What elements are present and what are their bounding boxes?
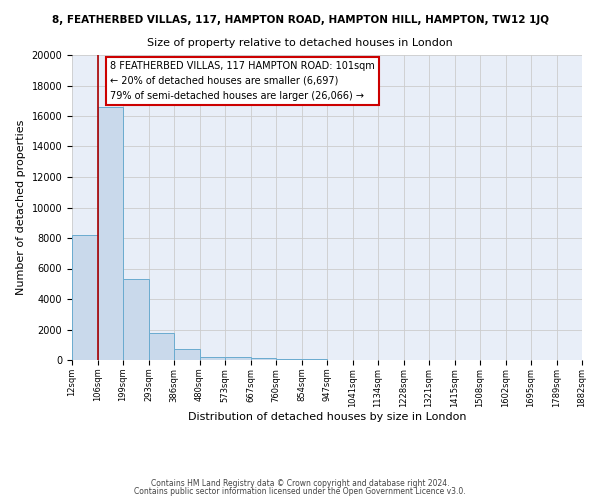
- Text: 8, FEATHERBED VILLAS, 117, HAMPTON ROAD, HAMPTON HILL, HAMPTON, TW12 1JQ: 8, FEATHERBED VILLAS, 117, HAMPTON ROAD,…: [52, 15, 548, 25]
- Bar: [72, 235, 97, 360]
- Bar: [276, 358, 302, 360]
- Bar: [225, 358, 251, 360]
- X-axis label: Distribution of detached houses by size in London: Distribution of detached houses by size …: [188, 412, 466, 422]
- Bar: [174, 348, 199, 360]
- Bar: [123, 279, 149, 360]
- Text: Size of property relative to detached houses in London: Size of property relative to detached ho…: [147, 38, 453, 48]
- Bar: [251, 358, 276, 360]
- Text: Contains public sector information licensed under the Open Government Licence v3: Contains public sector information licen…: [134, 487, 466, 496]
- Bar: [302, 359, 327, 360]
- Bar: [149, 334, 174, 360]
- Text: Contains HM Land Registry data © Crown copyright and database right 2024.: Contains HM Land Registry data © Crown c…: [151, 478, 449, 488]
- Bar: [97, 107, 123, 360]
- Y-axis label: Number of detached properties: Number of detached properties: [16, 120, 26, 295]
- Bar: [199, 357, 225, 360]
- Text: 8 FEATHERBED VILLAS, 117 HAMPTON ROAD: 101sqm
← 20% of detached houses are small: 8 FEATHERBED VILLAS, 117 HAMPTON ROAD: 1…: [110, 61, 375, 100]
